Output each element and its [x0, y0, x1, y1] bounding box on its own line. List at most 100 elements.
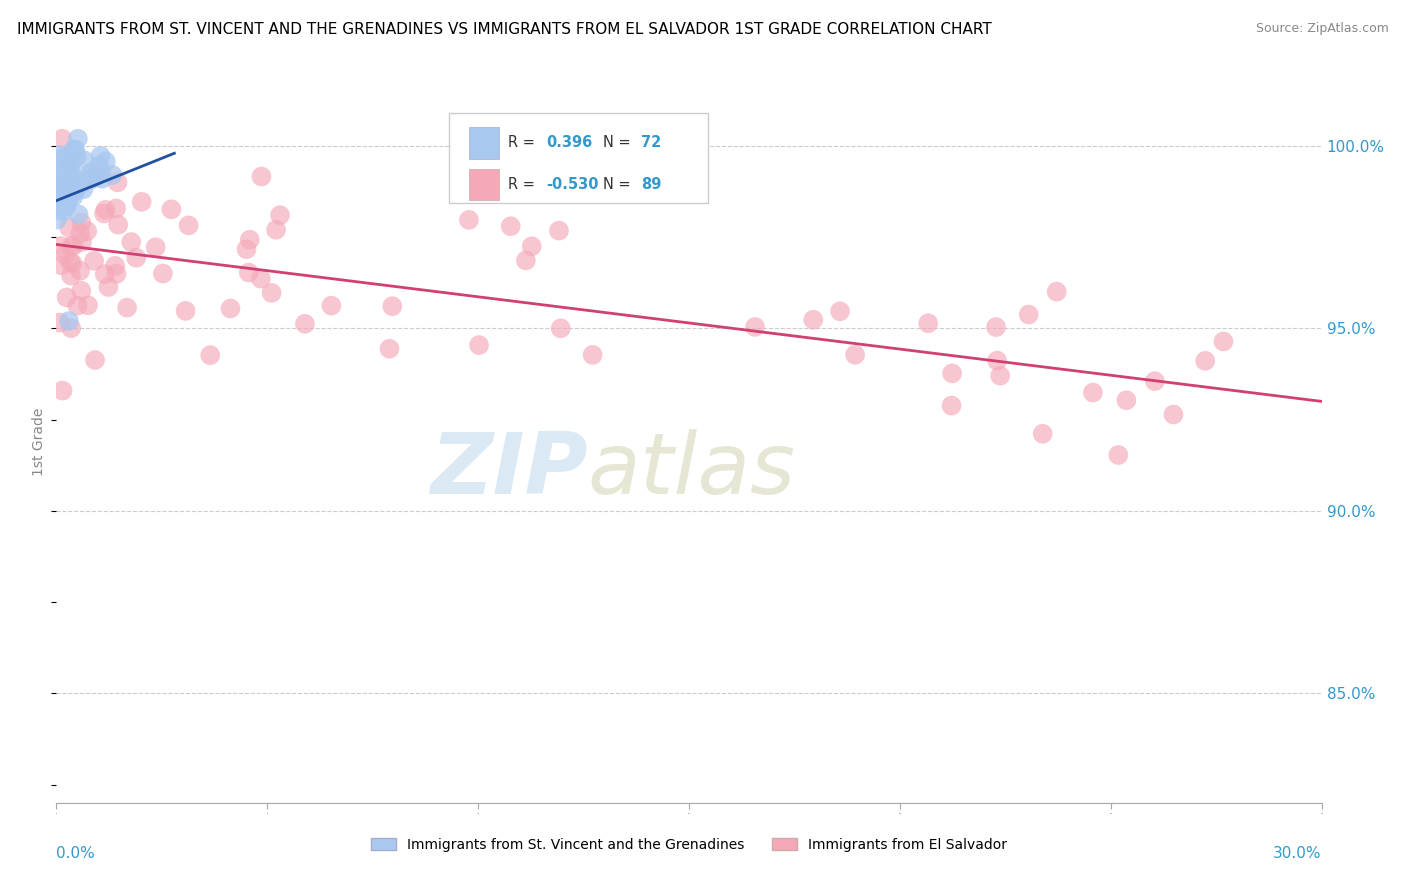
Point: [46, 186, 69, 201]
Point: [55, 164, 77, 178]
Text: atlas: atlas: [588, 429, 796, 512]
Point: [49, 173, 72, 187]
Point: [1115, 393, 1137, 408]
Point: [56, 176, 79, 190]
Point: [941, 399, 963, 413]
Point: [550, 321, 572, 335]
Point: [515, 157, 537, 171]
Point: [89, 149, 111, 163]
Point: [52, 204, 75, 219]
Text: 89: 89: [641, 177, 661, 192]
Point: [49, 239, 72, 253]
Point: [152, 267, 174, 281]
Point: [801, 312, 824, 326]
Point: [90, 166, 112, 180]
Point: [48, 190, 70, 204]
Point: [250, 271, 273, 285]
Point: [62, 238, 84, 252]
Point: [72, 182, 94, 196]
Point: [66, 299, 89, 313]
Point: [105, 267, 128, 281]
Point: [46, 179, 69, 194]
Point: [46, 212, 69, 227]
Point: [468, 338, 491, 352]
Point: [51, 176, 73, 190]
Point: [62, 190, 84, 204]
Point: [80, 165, 103, 179]
Point: [49, 187, 72, 202]
Point: [941, 367, 963, 381]
Point: [51, 151, 73, 165]
Point: [1107, 448, 1129, 462]
Point: [56, 193, 79, 207]
Point: [984, 320, 1007, 334]
Point: [548, 224, 571, 238]
Text: IMMIGRANTS FROM ST. VINCENT AND THE GRENADINES VS IMMIGRANTS FROM EL SALVADOR 1S: IMMIGRANTS FROM ST. VINCENT AND THE GREN…: [17, 22, 991, 37]
Point: [120, 235, 142, 249]
Point: [131, 194, 153, 209]
Point: [84, 170, 107, 185]
FancyBboxPatch shape: [468, 169, 499, 201]
Point: [56, 166, 79, 180]
Point: [58, 220, 80, 235]
Point: [63, 143, 86, 157]
Point: [46, 153, 69, 168]
Point: [917, 316, 939, 330]
Point: [52, 176, 75, 190]
Point: [70, 284, 93, 298]
Text: N =: N =: [603, 177, 636, 192]
Point: [77, 298, 100, 312]
Text: -0.530: -0.530: [546, 177, 599, 192]
Point: [55, 165, 77, 179]
Text: ZIP: ZIP: [430, 429, 588, 512]
Point: [76, 224, 98, 238]
Point: [160, 202, 183, 217]
Point: [844, 348, 866, 362]
Point: [58, 157, 80, 171]
Point: [58, 178, 80, 192]
Point: [1032, 426, 1054, 441]
Point: [53, 169, 76, 183]
Point: [94, 202, 117, 217]
Point: [94, 154, 117, 169]
Point: [499, 219, 522, 234]
Point: [55, 178, 77, 193]
Point: [145, 240, 167, 254]
Point: [60, 156, 83, 170]
Y-axis label: 1st Grade: 1st Grade: [32, 408, 46, 475]
Point: [988, 368, 1011, 383]
Point: [56, 182, 79, 196]
Point: [51, 131, 73, 145]
Point: [105, 202, 128, 216]
Point: [73, 153, 96, 168]
Point: [1194, 353, 1216, 368]
Legend: Immigrants from St. Vincent and the Grenadines, Immigrants from El Salvador: Immigrants from St. Vincent and the Gren…: [366, 832, 1012, 857]
Point: [104, 259, 127, 273]
Text: 0.396: 0.396: [546, 136, 592, 151]
Point: [46, 177, 69, 191]
Point: [69, 264, 91, 278]
Point: [107, 175, 129, 189]
Point: [321, 299, 343, 313]
Point: [53, 179, 76, 194]
Point: [58, 314, 80, 328]
Point: [49, 171, 72, 186]
Point: [520, 239, 543, 253]
Point: [63, 143, 86, 157]
Point: [294, 317, 316, 331]
Point: [59, 255, 82, 269]
Point: [174, 304, 197, 318]
Point: [1081, 385, 1104, 400]
Point: [52, 171, 75, 186]
Point: [53, 247, 76, 261]
Text: N =: N =: [603, 136, 636, 151]
Point: [1163, 408, 1185, 422]
Point: [70, 235, 93, 249]
Point: [60, 168, 83, 182]
Point: [56, 193, 79, 207]
Point: [381, 299, 404, 313]
Point: [72, 172, 94, 186]
Text: 0.0%: 0.0%: [56, 847, 96, 861]
Point: [63, 182, 86, 196]
Point: [52, 190, 75, 204]
